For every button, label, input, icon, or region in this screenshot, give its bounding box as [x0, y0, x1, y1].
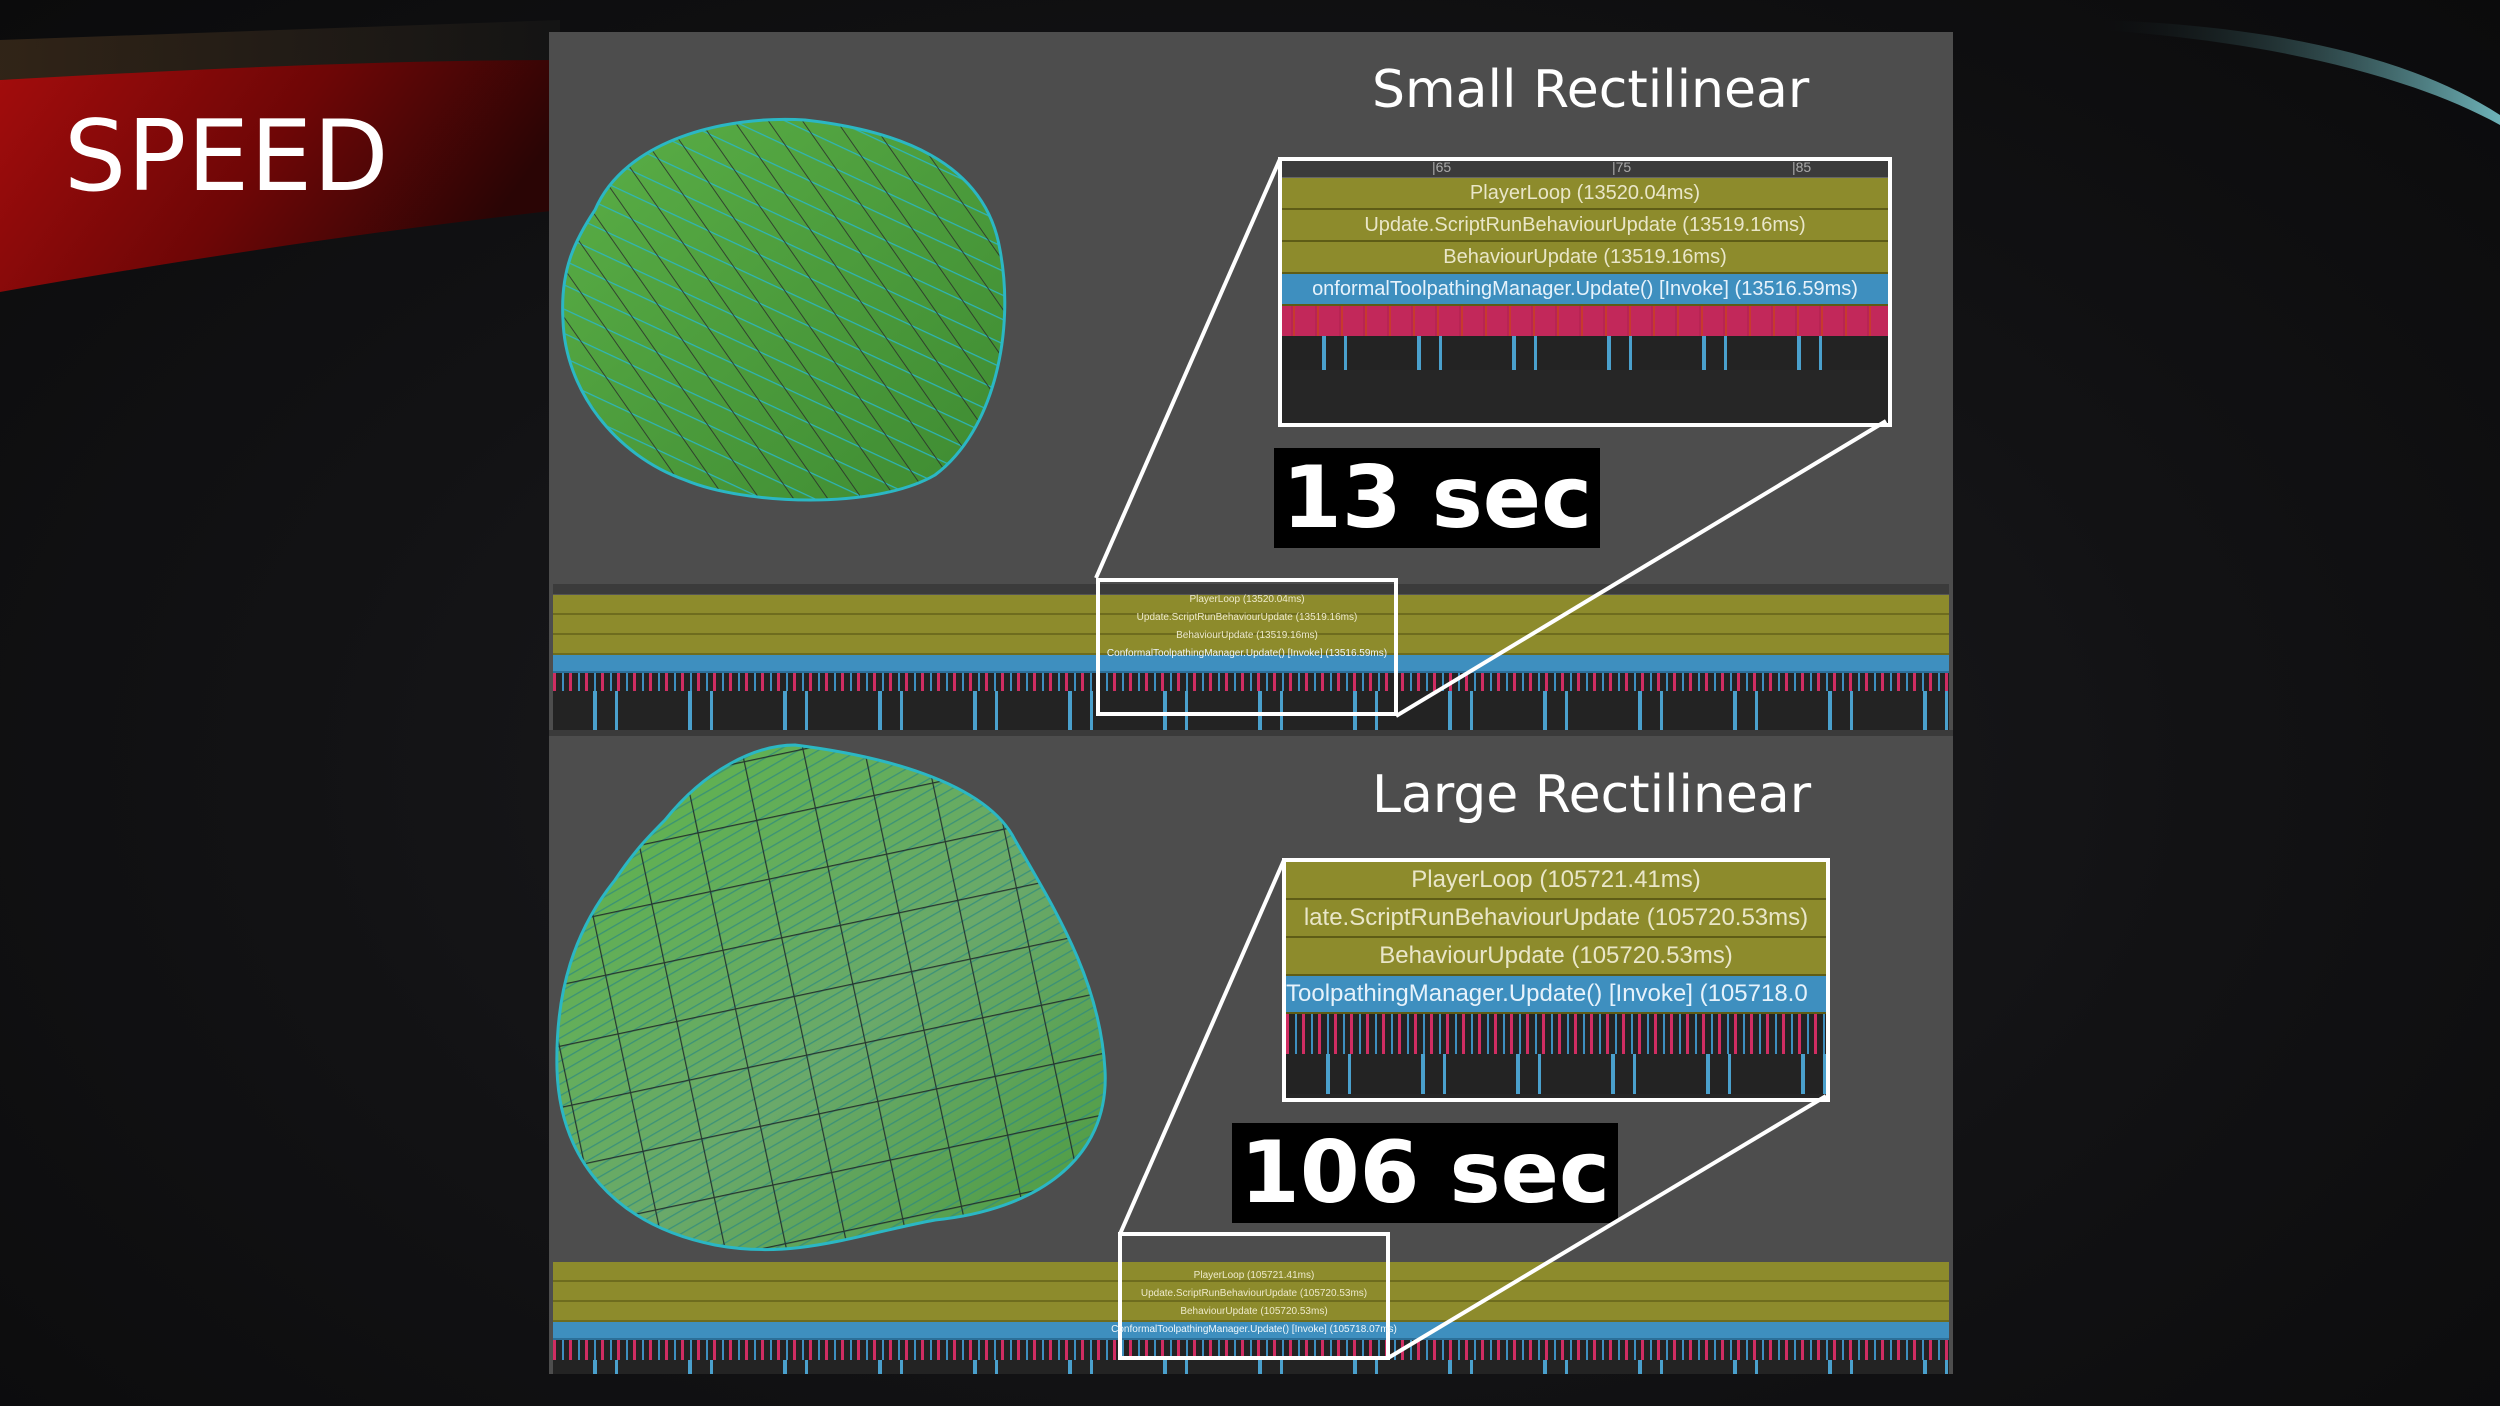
large-connector-left	[1118, 859, 1286, 1235]
large-strip-script-run	[553, 1282, 1949, 1302]
large-zoom-manager-update: ToolpathingManager.Update() [Invoke] (10…	[1286, 976, 1826, 1014]
small-section-label: Small Rectilinear	[1372, 60, 1810, 120]
small-connector-right	[1394, 419, 1888, 718]
small-connector-left	[1094, 158, 1282, 579]
large-profiler-zoom: PlayerLoop (105721.41ms) late.ScriptRunB…	[1282, 858, 1830, 1102]
small-mini-player-loop: PlayerLoop (13520.04ms)	[1189, 594, 1305, 605]
small-strip-behaviour	[553, 635, 1949, 655]
small-mini-manager: ConformalToolpathingManager.Update() [In…	[1106, 648, 1388, 659]
small-zoom-call-ticks	[1282, 306, 1888, 336]
large-zoom-player-loop: PlayerLoop (105721.41ms)	[1286, 862, 1826, 900]
small-time-badge: 13 sec	[1274, 448, 1601, 548]
large-strip-manager	[553, 1322, 1949, 1340]
large-rectilinear-surface	[555, 743, 1107, 1252]
large-zoom-behaviour-update: BehaviourUpdate (105720.53ms)	[1286, 938, 1826, 976]
section-divider	[549, 730, 1953, 736]
small-ruler-mark: |75	[1612, 159, 1632, 175]
large-mini-behaviour: BehaviourUpdate (105720.53ms)	[1180, 1306, 1328, 1317]
large-mini-manager: ConformalToolpathingManager.Update() [In…	[1111, 1324, 1397, 1335]
small-zoom-ruler: |65 |75 |85	[1282, 161, 1888, 178]
large-strip-call-ticks	[553, 1340, 1949, 1360]
small-zoom-script-run: Update.ScriptRunBehaviourUpdate (13519.1…	[1282, 210, 1888, 242]
small-profiler-zoom: |65 |75 |85 PlayerLoop (13520.04ms) Upda…	[1278, 157, 1892, 427]
large-zoom-sub-ticks	[1286, 1054, 1826, 1094]
small-ruler-mark: |65	[1432, 159, 1452, 175]
large-zoom-call-ticks	[1286, 1014, 1826, 1054]
small-selection-frame: PlayerLoop (13520.04ms) Update.ScriptRun…	[1096, 578, 1398, 716]
small-rectilinear-surface	[561, 117, 1007, 502]
small-mini-behaviour: BehaviourUpdate (13519.16ms)	[1176, 630, 1318, 641]
large-strip-sub-ticks	[553, 1360, 1949, 1374]
title-swoosh-decoration	[0, 20, 560, 292]
small-zoom-player-loop: PlayerLoop (13520.04ms)	[1282, 178, 1888, 210]
small-strip-call-ticks	[553, 673, 1949, 691]
small-strip-ruler	[553, 584, 1949, 595]
large-connector-right	[1386, 1094, 1828, 1360]
large-mini-script-run: Update.ScriptRunBehaviourUpdate (105720.…	[1140, 1288, 1368, 1299]
large-selection-frame: PlayerLoop (105721.41ms) Update.ScriptRu…	[1111, 1232, 1397, 1360]
small-mini-script-run: Update.ScriptRunBehaviourUpdate (13519.1…	[1136, 612, 1358, 623]
large-strip-behaviour	[553, 1302, 1949, 1322]
small-strip-sub-ticks	[553, 691, 1949, 732]
large-strip-player-loop	[553, 1262, 1949, 1282]
large-zoom-script-run: late.ScriptRunBehaviourUpdate (105720.53…	[1286, 900, 1826, 938]
small-profiler-strip	[553, 584, 1949, 732]
small-strip-script-run	[553, 615, 1949, 635]
small-zoom-manager-update: onformalToolpathingManager.Update() [Inv…	[1282, 274, 1888, 306]
small-zoom-sub-ticks	[1282, 336, 1888, 370]
small-strip-manager	[553, 655, 1949, 673]
corner-streak-decoration	[2100, 20, 2500, 125]
large-section-label: Large Rectilinear	[1372, 765, 1812, 825]
large-profiler-strip	[553, 1262, 1949, 1374]
small-zoom-behaviour-update: BehaviourUpdate (13519.16ms)	[1282, 242, 1888, 274]
slide-title: SPEED	[64, 100, 390, 214]
large-mini-player-loop: PlayerLoop (105721.41ms)	[1193, 1270, 1315, 1281]
large-time-badge: 106 sec	[1232, 1123, 1618, 1223]
small-ruler-mark: |85	[1792, 159, 1812, 175]
small-strip-player-loop	[553, 595, 1949, 615]
